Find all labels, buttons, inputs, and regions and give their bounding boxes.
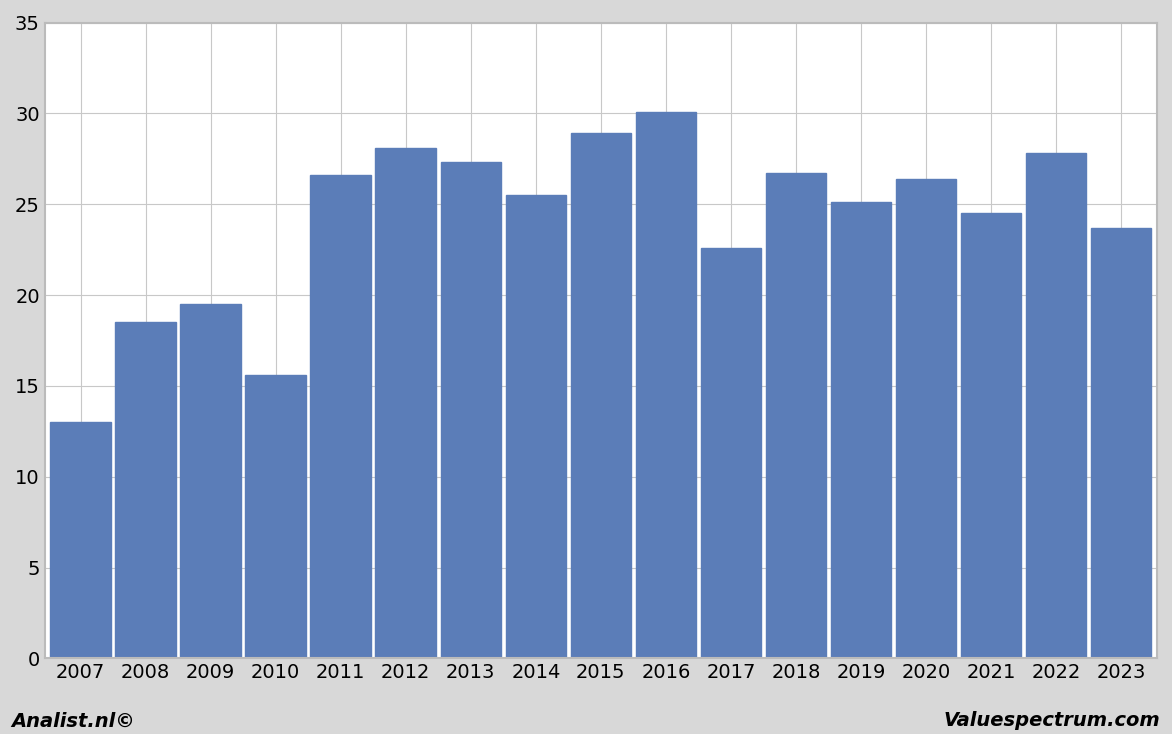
Bar [441, 162, 500, 658]
Bar [1091, 228, 1151, 658]
Bar [895, 179, 956, 658]
Bar [831, 203, 891, 658]
Bar [50, 422, 111, 658]
Bar [115, 322, 176, 658]
Bar [765, 173, 826, 658]
Bar [505, 195, 566, 658]
Bar [1026, 153, 1086, 658]
Bar [961, 214, 1021, 658]
Bar [375, 148, 436, 658]
Bar [635, 112, 696, 658]
Bar [245, 375, 306, 658]
Bar [571, 134, 631, 658]
Text: Analist.nl©: Analist.nl© [12, 711, 136, 730]
Bar [701, 248, 761, 658]
Text: Valuespectrum.com: Valuespectrum.com [943, 711, 1160, 730]
Bar [311, 175, 370, 658]
Bar [180, 304, 240, 658]
